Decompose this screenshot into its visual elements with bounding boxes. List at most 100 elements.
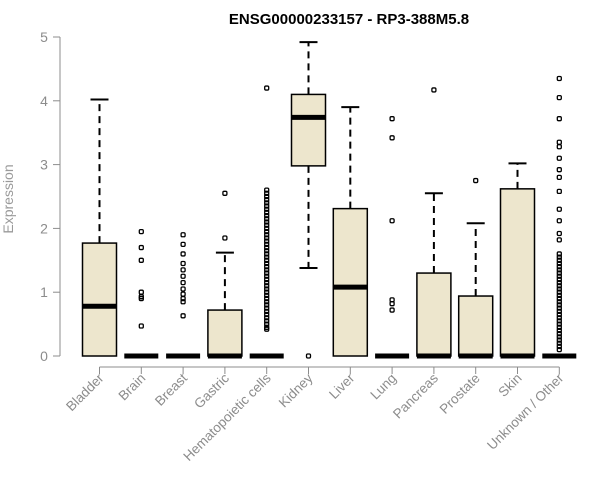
outlier-point [473,177,479,184]
outlier-point [264,190,270,196]
outlier-point [264,225,270,232]
chart-title: ENSG00000233157 - RP3-388M5.8 [229,11,469,28]
outlier-point [556,299,562,305]
outlier-point [264,289,270,295]
outlier-point [264,276,270,283]
outlier-point [264,315,270,321]
outlier-point [556,260,562,267]
outlier-point [138,244,144,251]
outlier-point [264,305,270,311]
outlier-point [138,257,144,263]
outlier-point [556,218,562,224]
outlier-point [556,289,562,295]
x-tick-label: Prostate [437,371,483,417]
outlier-point [264,209,270,216]
outlier-point [556,75,562,82]
x-tick-label: Brain [116,371,149,404]
box-prostate [457,177,494,359]
outlier-point [264,260,270,267]
outlier-point [180,299,186,305]
outlier-point [264,311,270,318]
outlier-point [264,241,270,248]
outlier-point [138,289,144,295]
outlier-point [389,301,395,307]
outlier-point [556,283,562,289]
outlier-point [264,206,270,212]
outlier-point [264,216,270,222]
y-tick-label: 5 [40,29,48,45]
outlier-point [222,235,228,241]
box-liver [332,106,369,357]
outlier-point [556,318,562,324]
outlier-point [431,87,437,93]
outlier-point [180,232,186,238]
outlier-point [180,279,186,286]
outlier-point [264,197,270,203]
outlier-point [264,286,270,292]
outlier-point [138,323,144,329]
box-iqr [457,295,494,357]
y-tick-label: 0 [40,348,48,364]
box-kidney [290,41,327,359]
outlier-point [264,228,270,235]
x-tick-label: Kidney [276,370,316,410]
outlier-point [264,219,270,225]
box-iqr [416,272,452,357]
outlier-point [556,340,562,346]
outlier-point [264,193,270,200]
outlier-point [556,174,562,181]
x-tick-label: Bladder [63,370,107,414]
outlier-point [556,264,562,270]
outlier-point [264,273,270,279]
outlier-point [264,251,270,257]
box-iqr [207,309,243,357]
outlier-point [264,257,270,263]
outlier-point [556,343,562,350]
x-tick-label: Skin [495,371,524,400]
y-tick-label: 3 [40,157,48,173]
outlier-point [264,299,270,305]
outlier-point [556,334,562,340]
outlier-point [264,85,270,91]
outlier-point [556,295,562,302]
outlier-point [556,251,562,257]
outlier-point [556,331,562,337]
outlier-point [264,267,270,273]
outlier-point [556,270,562,276]
outlier-point [180,267,186,273]
outlier-point [138,228,144,235]
outlier-point [264,292,270,299]
outlier-point [556,286,562,292]
outlier-point [138,295,144,302]
outlier-point [180,313,186,319]
outlier-point [556,257,562,263]
outlier-point [264,187,270,193]
box-iqr [81,242,118,357]
y-axis: 0 1 2 3 4 5 [40,29,61,364]
outlier-point [556,346,562,353]
outlier-point [556,273,562,279]
outlier-point [556,155,562,161]
outlier-point [556,144,562,150]
outlier-point [556,167,562,173]
outlier-point [264,244,270,251]
box-breast [166,232,201,359]
box-iqr [332,207,369,357]
outlier-point [556,315,562,321]
outlier-point [264,318,270,324]
outlier-point [264,248,270,254]
outlier-point [556,230,562,237]
outlier-point [264,238,270,244]
outlier-point [180,260,186,267]
box-iqr [290,93,327,167]
outlier-point [556,305,562,311]
box-iqr [499,188,536,357]
outlier-point [556,337,562,343]
outlier-point [556,279,562,286]
outlier-point [556,139,562,145]
outlier-point [556,292,562,299]
outlier-point [264,203,270,209]
boxes [81,41,577,359]
outlier-point [264,283,270,289]
